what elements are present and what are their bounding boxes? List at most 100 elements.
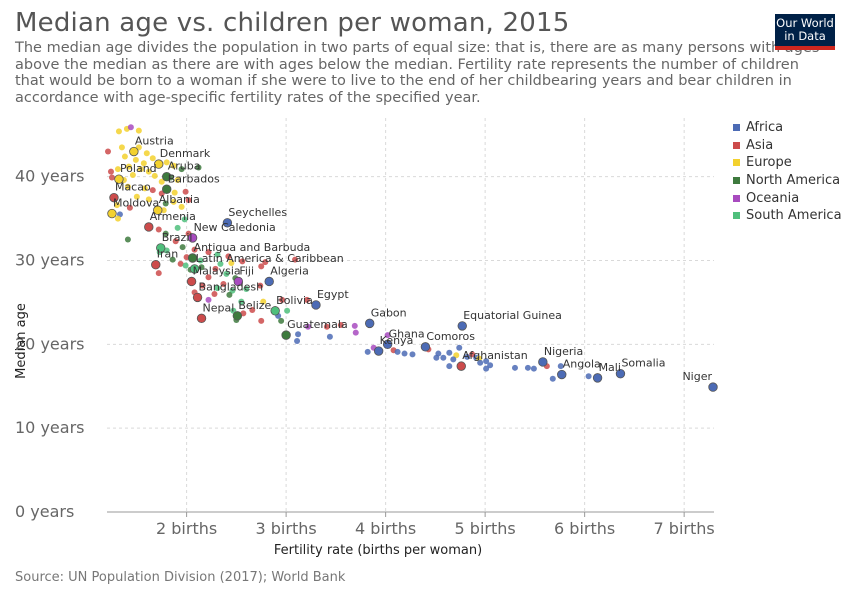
labeled-data-point[interactable] bbox=[456, 361, 466, 371]
data-point[interactable] bbox=[351, 322, 358, 329]
labeled-data-point[interactable] bbox=[114, 174, 124, 184]
labeled-data-point[interactable] bbox=[232, 311, 243, 321]
data-point[interactable] bbox=[549, 375, 556, 382]
data-point[interactable] bbox=[483, 365, 490, 372]
data-point[interactable] bbox=[127, 124, 134, 131]
data-point[interactable] bbox=[158, 178, 165, 185]
data-point[interactable] bbox=[284, 307, 291, 314]
data-point[interactable] bbox=[104, 148, 111, 155]
labeled-data-point[interactable] bbox=[186, 276, 197, 287]
data-point[interactable] bbox=[238, 298, 245, 305]
labeled-data-point[interactable] bbox=[156, 243, 166, 253]
labeled-data-point[interactable] bbox=[129, 146, 139, 157]
data-point[interactable] bbox=[197, 257, 204, 264]
data-point[interactable] bbox=[323, 323, 330, 330]
data-point[interactable] bbox=[304, 296, 311, 303]
data-point[interactable] bbox=[205, 296, 212, 303]
data-point[interactable] bbox=[294, 337, 301, 344]
legend-item[interactable]: North America bbox=[733, 172, 842, 190]
data-point[interactable] bbox=[195, 164, 202, 171]
labeled-data-point[interactable] bbox=[615, 368, 626, 379]
data-point[interactable] bbox=[114, 166, 121, 173]
labeled-data-point[interactable] bbox=[162, 171, 172, 182]
data-point[interactable] bbox=[258, 263, 265, 270]
data-point[interactable] bbox=[257, 282, 264, 289]
data-point[interactable] bbox=[278, 317, 285, 324]
legend-item[interactable]: Asia bbox=[733, 137, 842, 155]
data-point[interactable] bbox=[409, 351, 416, 358]
data-point[interactable] bbox=[220, 280, 227, 287]
data-point[interactable] bbox=[464, 353, 471, 360]
labeled-data-point[interactable] bbox=[187, 253, 198, 263]
data-point[interactable] bbox=[162, 230, 169, 237]
data-point[interactable] bbox=[433, 354, 440, 361]
labeled-data-point[interactable] bbox=[151, 260, 161, 270]
labeled-data-point[interactable] bbox=[373, 346, 384, 356]
data-point[interactable] bbox=[258, 317, 265, 324]
data-point[interactable] bbox=[530, 365, 537, 372]
data-point[interactable] bbox=[487, 362, 494, 369]
data-point[interactable] bbox=[125, 163, 132, 170]
data-point[interactable] bbox=[132, 156, 139, 163]
data-point[interactable] bbox=[446, 349, 453, 356]
data-point[interactable] bbox=[199, 282, 206, 289]
data-point[interactable] bbox=[239, 258, 246, 265]
data-point[interactable] bbox=[137, 166, 144, 173]
labeled-data-point[interactable] bbox=[144, 222, 154, 232]
labeled-data-point[interactable] bbox=[557, 369, 567, 380]
labeled-data-point[interactable] bbox=[153, 205, 163, 215]
data-point[interactable] bbox=[177, 260, 184, 267]
data-point[interactable] bbox=[394, 348, 401, 355]
data-point[interactable] bbox=[557, 363, 564, 370]
data-point[interactable] bbox=[170, 162, 177, 169]
data-point[interactable] bbox=[145, 168, 152, 175]
data-point[interactable] bbox=[511, 364, 518, 371]
data-point[interactable] bbox=[155, 270, 162, 277]
labeled-data-point[interactable] bbox=[270, 306, 280, 316]
data-point[interactable] bbox=[124, 183, 131, 190]
data-point[interactable] bbox=[450, 356, 457, 363]
labeled-data-point[interactable] bbox=[382, 339, 393, 350]
data-point[interactable] bbox=[182, 262, 189, 269]
data-point[interactable] bbox=[182, 188, 189, 195]
data-point[interactable] bbox=[585, 373, 592, 380]
data-point[interactable] bbox=[174, 224, 181, 231]
data-point[interactable] bbox=[124, 236, 131, 243]
data-point[interactable] bbox=[181, 216, 188, 223]
labeled-data-point[interactable] bbox=[189, 264, 200, 274]
data-point[interactable] bbox=[211, 291, 218, 298]
labeled-data-point[interactable] bbox=[154, 159, 164, 169]
data-point[interactable] bbox=[170, 198, 177, 205]
legend-item[interactable]: Europe bbox=[733, 154, 842, 172]
data-point[interactable] bbox=[135, 127, 142, 134]
data-point[interactable] bbox=[440, 354, 447, 361]
data-point[interactable] bbox=[178, 203, 185, 210]
data-point[interactable] bbox=[121, 153, 128, 160]
data-point[interactable] bbox=[114, 215, 121, 222]
data-point[interactable] bbox=[133, 193, 140, 200]
data-point[interactable] bbox=[217, 260, 224, 267]
data-point[interactable] bbox=[145, 196, 152, 203]
data-point[interactable] bbox=[129, 172, 136, 179]
data-point[interactable] bbox=[249, 306, 256, 313]
data-point[interactable] bbox=[214, 285, 221, 292]
data-point[interactable] bbox=[260, 298, 267, 305]
labeled-data-point[interactable] bbox=[233, 276, 244, 287]
data-point[interactable] bbox=[205, 274, 212, 281]
labeled-data-point[interactable] bbox=[107, 208, 117, 219]
data-point[interactable] bbox=[483, 358, 490, 365]
data-point[interactable] bbox=[337, 322, 344, 329]
data-point[interactable] bbox=[143, 150, 150, 157]
data-point[interactable] bbox=[162, 200, 169, 207]
data-point[interactable] bbox=[305, 323, 312, 330]
data-point[interactable] bbox=[229, 287, 236, 294]
data-point[interactable] bbox=[212, 265, 219, 272]
data-point[interactable] bbox=[364, 348, 371, 355]
legend-item[interactable]: South America bbox=[733, 207, 842, 225]
data-point[interactable] bbox=[115, 128, 122, 135]
labeled-data-point[interactable] bbox=[187, 233, 198, 243]
owid-logo[interactable]: Our World in Data bbox=[775, 14, 835, 50]
labeled-data-point[interactable] bbox=[592, 373, 603, 383]
data-point[interactable] bbox=[243, 286, 250, 293]
labeled-data-point[interactable] bbox=[281, 330, 291, 340]
